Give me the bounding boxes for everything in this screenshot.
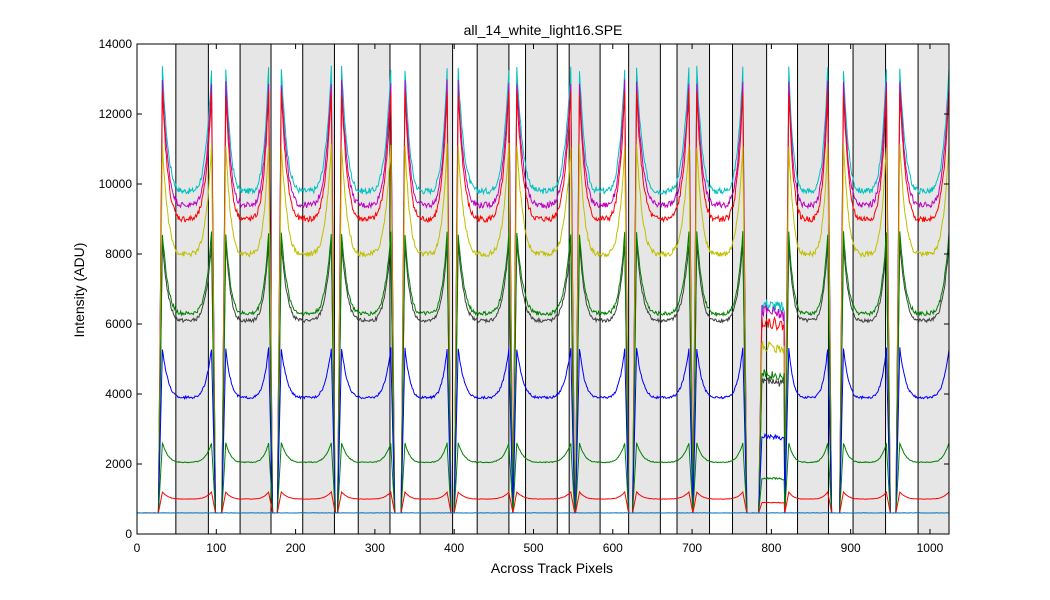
x-tick-label: 700 xyxy=(682,541,702,555)
y-tick-label: 14000 xyxy=(99,37,133,51)
series-line xyxy=(137,490,950,514)
x-tick-label: 300 xyxy=(365,541,385,555)
y-tick-label: 0 xyxy=(125,527,132,541)
x-tick-label: 500 xyxy=(523,541,543,555)
y-tick-label: 8000 xyxy=(105,247,132,261)
shaded-band xyxy=(525,43,558,535)
y-tick-label: 4000 xyxy=(105,387,132,401)
x-tick-label: 100 xyxy=(206,541,226,555)
y-tick-label: 12000 xyxy=(99,107,133,121)
y-axis-ticks: 0 2000 4000 6000 8000 10000 12000 14000 xyxy=(99,37,949,541)
series-line xyxy=(137,441,950,514)
shaded-band xyxy=(175,43,209,535)
y-tick-label: 6000 xyxy=(105,317,132,331)
x-tick-label: 200 xyxy=(286,541,306,555)
data-series xyxy=(136,65,950,514)
plot-area-frame xyxy=(136,43,950,535)
x-tick-label: 400 xyxy=(444,541,464,555)
x-tick-label: 600 xyxy=(603,541,623,555)
y-tick-label: 2000 xyxy=(105,457,132,471)
x-axis-label: Across Track Pixels xyxy=(491,560,613,576)
y-axis-label: Intensity (ADU) xyxy=(71,243,87,338)
x-axis-ticks: 0 100 200 300 400 500 600 700 800 900 1000 xyxy=(134,44,944,555)
x-tick-label: 1000 xyxy=(917,541,944,555)
y-tick-label: 10000 xyxy=(99,177,133,191)
chart-title: all_14_white_light16.SPE xyxy=(464,22,623,38)
shaded-band xyxy=(852,43,887,535)
x-tick-label: 800 xyxy=(761,541,781,555)
x-tick-label: 900 xyxy=(841,541,861,555)
x-tick-label: 0 xyxy=(134,541,141,555)
